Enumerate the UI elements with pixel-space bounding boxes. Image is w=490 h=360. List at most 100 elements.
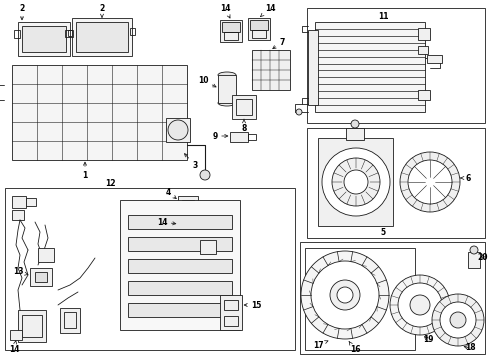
Text: 5: 5: [380, 228, 386, 237]
Text: 14: 14: [261, 4, 275, 17]
Circle shape: [440, 302, 476, 338]
Bar: [18, 22, 70, 56]
Bar: [222, 22, 240, 32]
Bar: [22, 315, 42, 337]
Bar: [178, 196, 198, 210]
Ellipse shape: [218, 72, 236, 78]
Text: 15: 15: [244, 301, 261, 310]
Text: 10: 10: [198, 76, 216, 87]
Text: 16: 16: [349, 342, 360, 355]
Bar: [10, 330, 22, 340]
Bar: [250, 20, 268, 30]
Bar: [224, 300, 238, 310]
Text: 18: 18: [464, 343, 475, 352]
Bar: [128, 259, 232, 273]
Bar: [12, 65, 187, 160]
Text: 20: 20: [478, 253, 488, 262]
Text: 11: 11: [378, 12, 388, 21]
Bar: [18, 310, 46, 342]
Text: 8: 8: [241, 119, 246, 132]
Bar: [182, 200, 194, 208]
Bar: [307, 8, 485, 123]
Circle shape: [400, 152, 460, 212]
Bar: [252, 30, 266, 38]
Bar: [232, 95, 256, 119]
Text: 19: 19: [423, 336, 433, 345]
Circle shape: [398, 283, 442, 327]
Circle shape: [301, 251, 389, 339]
Circle shape: [332, 158, 380, 206]
Bar: [38, 248, 54, 262]
Circle shape: [470, 246, 478, 254]
Text: 3: 3: [185, 154, 197, 170]
Bar: [5, 188, 295, 350]
Text: 1: 1: [82, 162, 88, 180]
Circle shape: [408, 160, 452, 204]
Bar: [130, 28, 135, 35]
Bar: [30, 268, 52, 286]
Circle shape: [296, 109, 302, 115]
Bar: [220, 295, 242, 330]
Text: 12: 12: [105, 179, 115, 188]
Bar: [307, 128, 485, 238]
Text: 2: 2: [20, 4, 25, 20]
Bar: [128, 237, 232, 251]
Bar: [224, 316, 238, 326]
Circle shape: [410, 295, 430, 315]
Bar: [128, 303, 232, 317]
Bar: [120, 200, 240, 330]
Text: 13: 13: [13, 267, 28, 276]
Bar: [128, 281, 232, 295]
Bar: [318, 138, 393, 226]
Ellipse shape: [218, 100, 236, 106]
Bar: [14, 30, 20, 38]
Text: 9: 9: [212, 131, 228, 140]
Bar: [76, 22, 128, 52]
Bar: [418, 46, 428, 54]
Bar: [305, 248, 415, 350]
Circle shape: [337, 287, 353, 303]
Bar: [224, 32, 238, 40]
Bar: [418, 28, 430, 40]
Bar: [35, 272, 47, 282]
Bar: [166, 118, 190, 142]
Text: 17: 17: [313, 341, 328, 350]
Bar: [248, 18, 270, 40]
Text: 14: 14: [9, 341, 19, 355]
Bar: [308, 30, 318, 105]
Bar: [218, 75, 236, 103]
Bar: [252, 50, 290, 90]
Circle shape: [450, 312, 466, 328]
Text: 6: 6: [461, 174, 470, 183]
Bar: [22, 26, 66, 52]
Bar: [12, 196, 26, 208]
Text: 2: 2: [99, 4, 105, 17]
Circle shape: [432, 294, 484, 346]
Bar: [346, 128, 364, 140]
Bar: [427, 55, 442, 63]
Text: 7: 7: [273, 37, 285, 49]
Bar: [315, 22, 425, 112]
Bar: [65, 30, 73, 37]
Bar: [236, 99, 252, 115]
Bar: [26, 198, 36, 206]
Circle shape: [311, 261, 379, 329]
Bar: [220, 20, 242, 42]
Bar: [128, 215, 232, 229]
Bar: [68, 30, 72, 36]
Bar: [178, 218, 194, 232]
Circle shape: [168, 120, 188, 140]
Bar: [468, 252, 480, 268]
Circle shape: [390, 275, 450, 335]
Bar: [72, 18, 132, 56]
Text: 4: 4: [166, 188, 176, 199]
Bar: [248, 134, 256, 140]
Circle shape: [344, 170, 368, 194]
Text: 14: 14: [220, 4, 230, 18]
Circle shape: [200, 170, 210, 180]
Text: 14: 14: [157, 217, 176, 226]
Bar: [230, 132, 248, 142]
Bar: [200, 240, 216, 254]
Bar: [418, 90, 430, 100]
Circle shape: [322, 148, 390, 216]
